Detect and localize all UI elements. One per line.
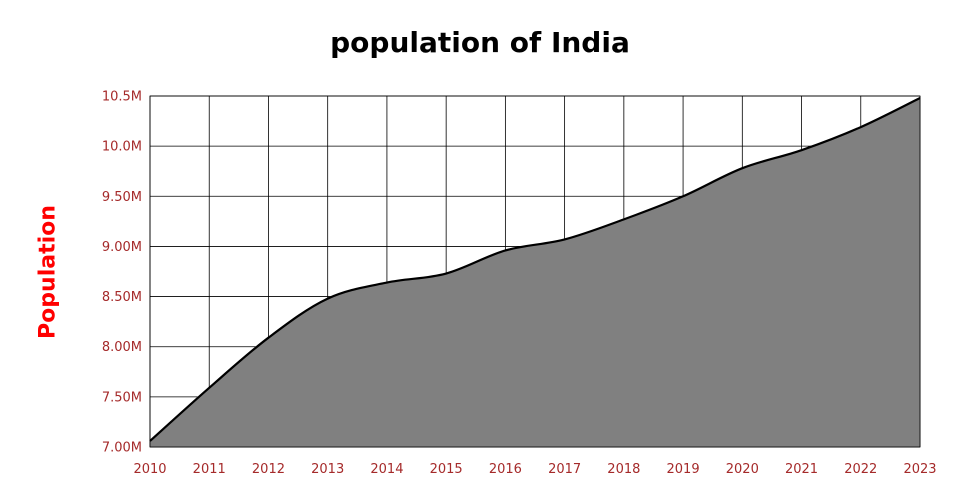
x-tick-label: 2011: [193, 462, 226, 477]
series-line: [149, 97, 921, 442]
x-tick-label: 2019: [667, 462, 700, 477]
y-tick-label: 8.00M: [102, 340, 142, 355]
y-tick-label: 10.0M: [102, 140, 142, 155]
x-tick-label: 2017: [548, 462, 581, 477]
x-tick-label: 2022: [844, 462, 877, 477]
x-tick-label: 2014: [370, 462, 403, 477]
series-area: [150, 98, 920, 448]
y-tick-label: 10.5M: [102, 90, 142, 105]
x-tick-label: 2020: [726, 462, 759, 477]
x-tick-label: 2010: [133, 462, 166, 477]
x-tick-label: 2018: [607, 462, 640, 477]
y-tick-label: 7.50M: [102, 390, 142, 405]
y-tick-label: 8.50M: [102, 290, 142, 305]
plot-border: [149, 95, 921, 448]
x-tick-label: 2021: [785, 462, 818, 477]
x-tick-label: 2016: [489, 462, 522, 477]
x-tick-label: 2012: [252, 462, 285, 477]
y-tick-label: 7.00M: [102, 441, 142, 456]
x-tick-label: 2023: [903, 462, 936, 477]
y-tick-label: 9.50M: [102, 190, 142, 205]
y-tick-label: 9.00M: [102, 240, 142, 255]
x-tick-label: 2015: [430, 462, 463, 477]
x-tick-label: 2013: [311, 462, 344, 477]
chart-title: population of India: [330, 26, 630, 59]
